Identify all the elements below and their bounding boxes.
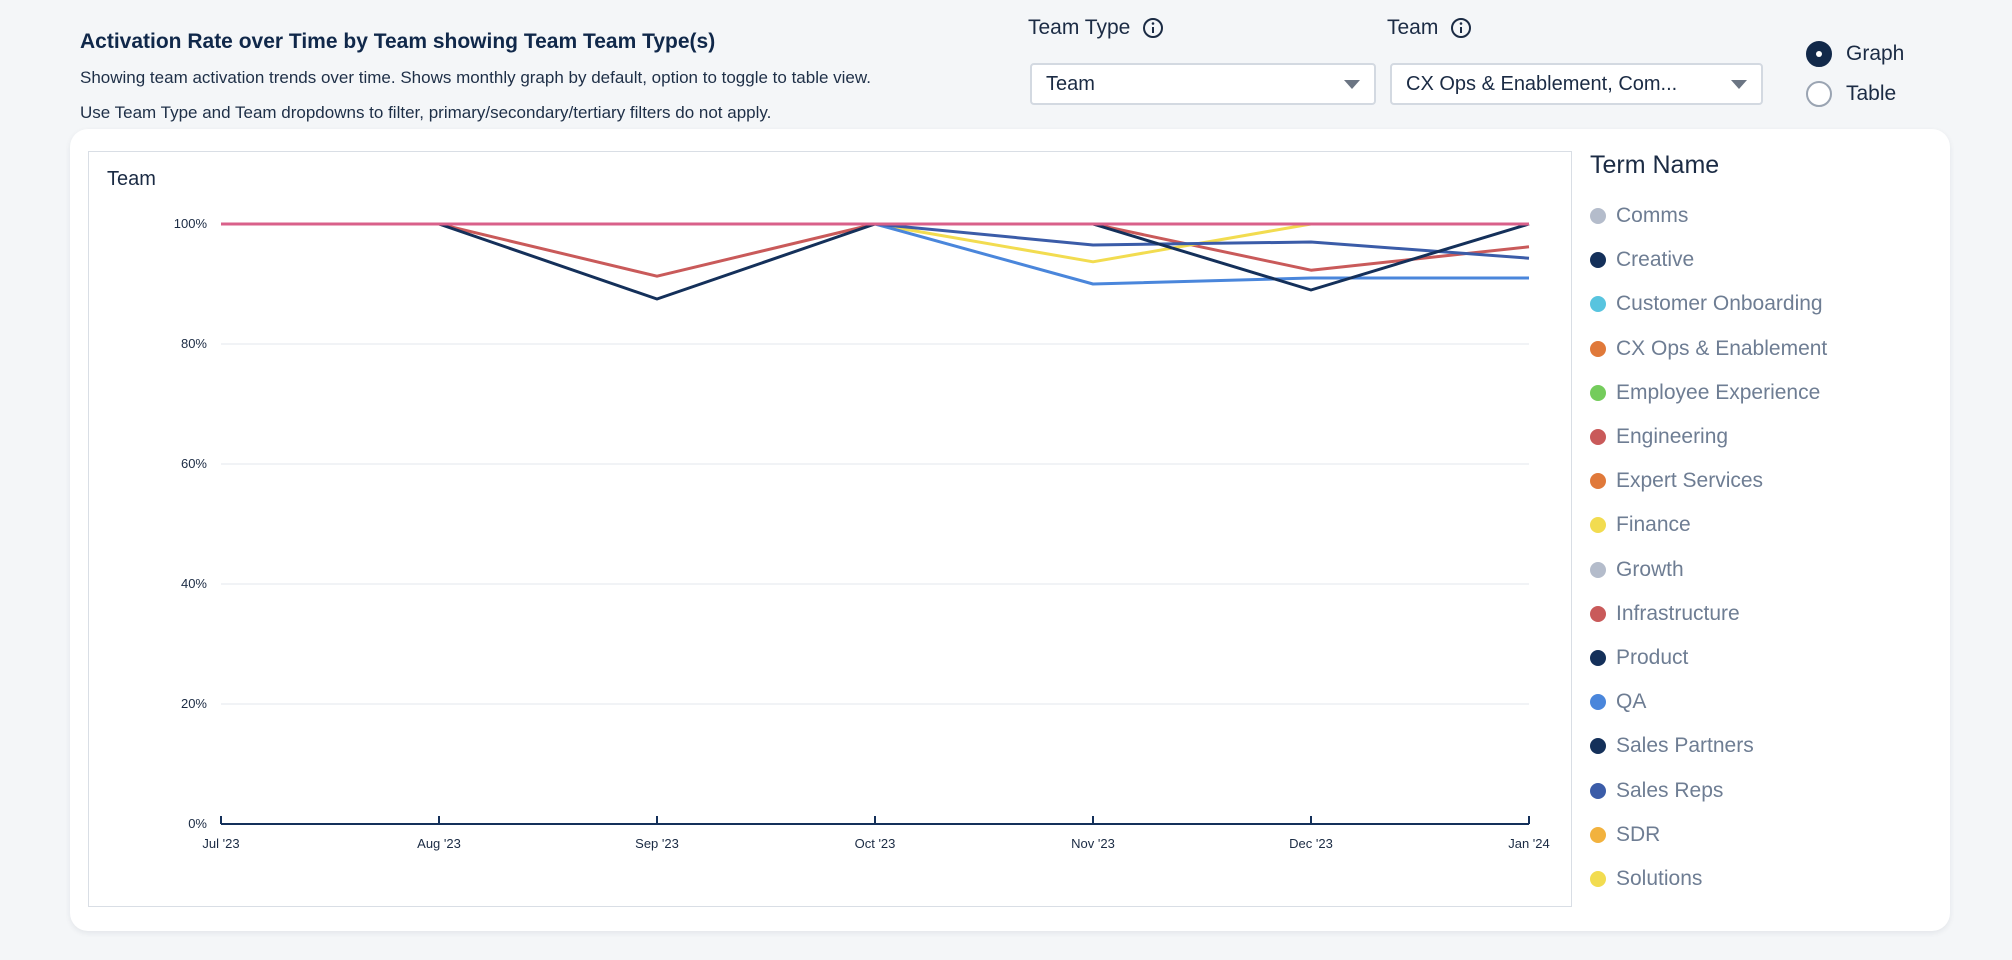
legend: Term Name Comms Creative Customer Onboardi… (1590, 151, 1930, 901)
legend-item[interactable]: Expert Services (1590, 459, 1930, 503)
legend-item[interactable]: Engineering (1590, 415, 1930, 459)
legend-label: Engineering (1616, 425, 1729, 449)
y-tick-label: 60% (181, 456, 207, 471)
info-icon[interactable] (1142, 17, 1164, 39)
x-tick-label: Nov '23 (1071, 836, 1115, 851)
legend-swatch (1590, 782, 1606, 799)
legend-label: Product (1616, 645, 1689, 669)
legend-label: Creative (1616, 248, 1695, 272)
legend-items: Comms Creative Customer Onboarding CX Ops &… (1590, 194, 1930, 901)
x-tick-label: Oct '23 (855, 836, 896, 851)
legend-swatch (1590, 252, 1606, 269)
legend-label: Solutions (1616, 866, 1703, 890)
team-type-label: Team Type (1028, 16, 1164, 40)
team-value: CX Ops & Enablement, Com... (1406, 72, 1678, 95)
chart-frame: 0% 20% 40% 60% 80% 100% Jul '23 Aug '23 Sep '23 O… (88, 151, 1572, 907)
legend-item[interactable]: Customer Onboarding (1590, 282, 1930, 326)
graph-radio-option[interactable]: Graph (1806, 34, 1904, 74)
x-tick-label: Sep '23 (635, 836, 679, 851)
legend-label: Infrastructure (1616, 601, 1740, 625)
legend-label: Employee Experience (1616, 380, 1821, 404)
legend-item[interactable]: Creative (1590, 238, 1930, 282)
legend-label: Sales Reps (1616, 778, 1724, 802)
legend-swatch (1590, 473, 1606, 490)
table-radio[interactable] (1806, 81, 1832, 107)
table-radio-label: Table (1846, 82, 1897, 105)
page-description: Showing team activation trends over time… (80, 68, 871, 87)
legend-swatch (1590, 649, 1606, 666)
chevron-down-icon (1731, 79, 1747, 89)
legend-item[interactable]: QA (1590, 680, 1930, 724)
legend-label: Sales Partners (1616, 734, 1754, 758)
legend-swatch (1590, 826, 1606, 843)
y-tick-label: 20% (181, 696, 207, 711)
legend-swatch (1590, 517, 1606, 534)
legend-item[interactable]: CX Ops & Enablement (1590, 327, 1930, 371)
team-label-text: Team (1387, 16, 1439, 39)
legend-swatch (1590, 738, 1606, 755)
legend-swatch (1590, 694, 1606, 711)
legend-swatch (1590, 561, 1606, 578)
series-line (221, 222, 1530, 301)
legend-item[interactable]: Employee Experience (1590, 371, 1930, 415)
legend-label: Comms (1616, 204, 1689, 228)
y-tick-label: 80% (181, 336, 207, 351)
x-tick-label: Aug '23 (417, 836, 461, 851)
legend-label: Growth (1616, 557, 1684, 581)
team-type-value: Team (1046, 72, 1095, 95)
legend-item[interactable]: Product (1590, 636, 1930, 680)
x-tick-label: Jan '24 (1508, 836, 1550, 851)
legend-swatch (1590, 208, 1606, 225)
legend-label: QA (1616, 690, 1647, 714)
legend-item[interactable]: Growth (1590, 548, 1930, 592)
graph-radio[interactable] (1806, 41, 1832, 67)
view-toggle: Graph Table (1806, 34, 1904, 114)
series-line (874, 222, 1529, 286)
legend-swatch (1590, 605, 1606, 622)
page-description-filters: Use Team Type and Team dropdowns to filt… (80, 103, 772, 122)
legend-item[interactable]: Solutions (1590, 857, 1930, 901)
legend-swatch (1590, 296, 1606, 313)
table-radio-option[interactable]: Table (1806, 74, 1904, 114)
legend-item[interactable]: SDR (1590, 813, 1930, 857)
y-tick-label: 40% (181, 576, 207, 591)
legend-item[interactable]: Sales Reps (1590, 768, 1930, 812)
graph-radio-label: Graph (1846, 42, 1905, 65)
chart-card: 0% 20% 40% 60% 80% 100% Jul '23 Aug '23 Sep '23 O… (70, 129, 1950, 931)
series-line (874, 222, 1530, 260)
line-chart: 0% 20% 40% 60% 80% 100% Jul '23 Aug '23 Sep '23 O… (174, 216, 1550, 851)
legend-swatch (1590, 429, 1606, 446)
y-tick-label: 100% (174, 216, 208, 231)
legend-item[interactable]: Finance (1590, 503, 1930, 547)
x-tick-label: Jul '23 (202, 836, 239, 851)
info-icon[interactable] (1450, 17, 1472, 39)
team-type-label-text: Team Type (1028, 16, 1131, 39)
series-line (221, 222, 1530, 278)
team-label: Team (1387, 16, 1472, 40)
page-title: Activation Rate over Time by Team showin… (80, 30, 716, 53)
legend-swatch (1590, 340, 1606, 357)
legend-label: Expert Services (1616, 469, 1764, 493)
legend-label: CX Ops & Enablement (1616, 336, 1828, 360)
legend-swatch (1590, 870, 1606, 887)
chart-title: Team (107, 168, 156, 190)
team-dropdown[interactable]: CX Ops & Enablement, Com... (1390, 63, 1763, 105)
chevron-down-icon (1344, 79, 1360, 89)
y-tick-label: 0% (188, 816, 207, 831)
legend-swatch (1590, 384, 1606, 401)
legend-label: Finance (1616, 513, 1691, 537)
x-tick-label: Dec '23 (1289, 836, 1333, 851)
team-type-dropdown[interactable]: Team (1030, 63, 1376, 105)
legend-item[interactable]: Comms (1590, 194, 1930, 238)
legend-label: Customer Onboarding (1616, 292, 1823, 316)
legend-label: SDR (1616, 822, 1661, 846)
legend-item[interactable]: Sales Partners (1590, 724, 1930, 768)
legend-item[interactable]: Infrastructure (1590, 592, 1930, 636)
legend-title: Term Name (1590, 151, 1720, 179)
